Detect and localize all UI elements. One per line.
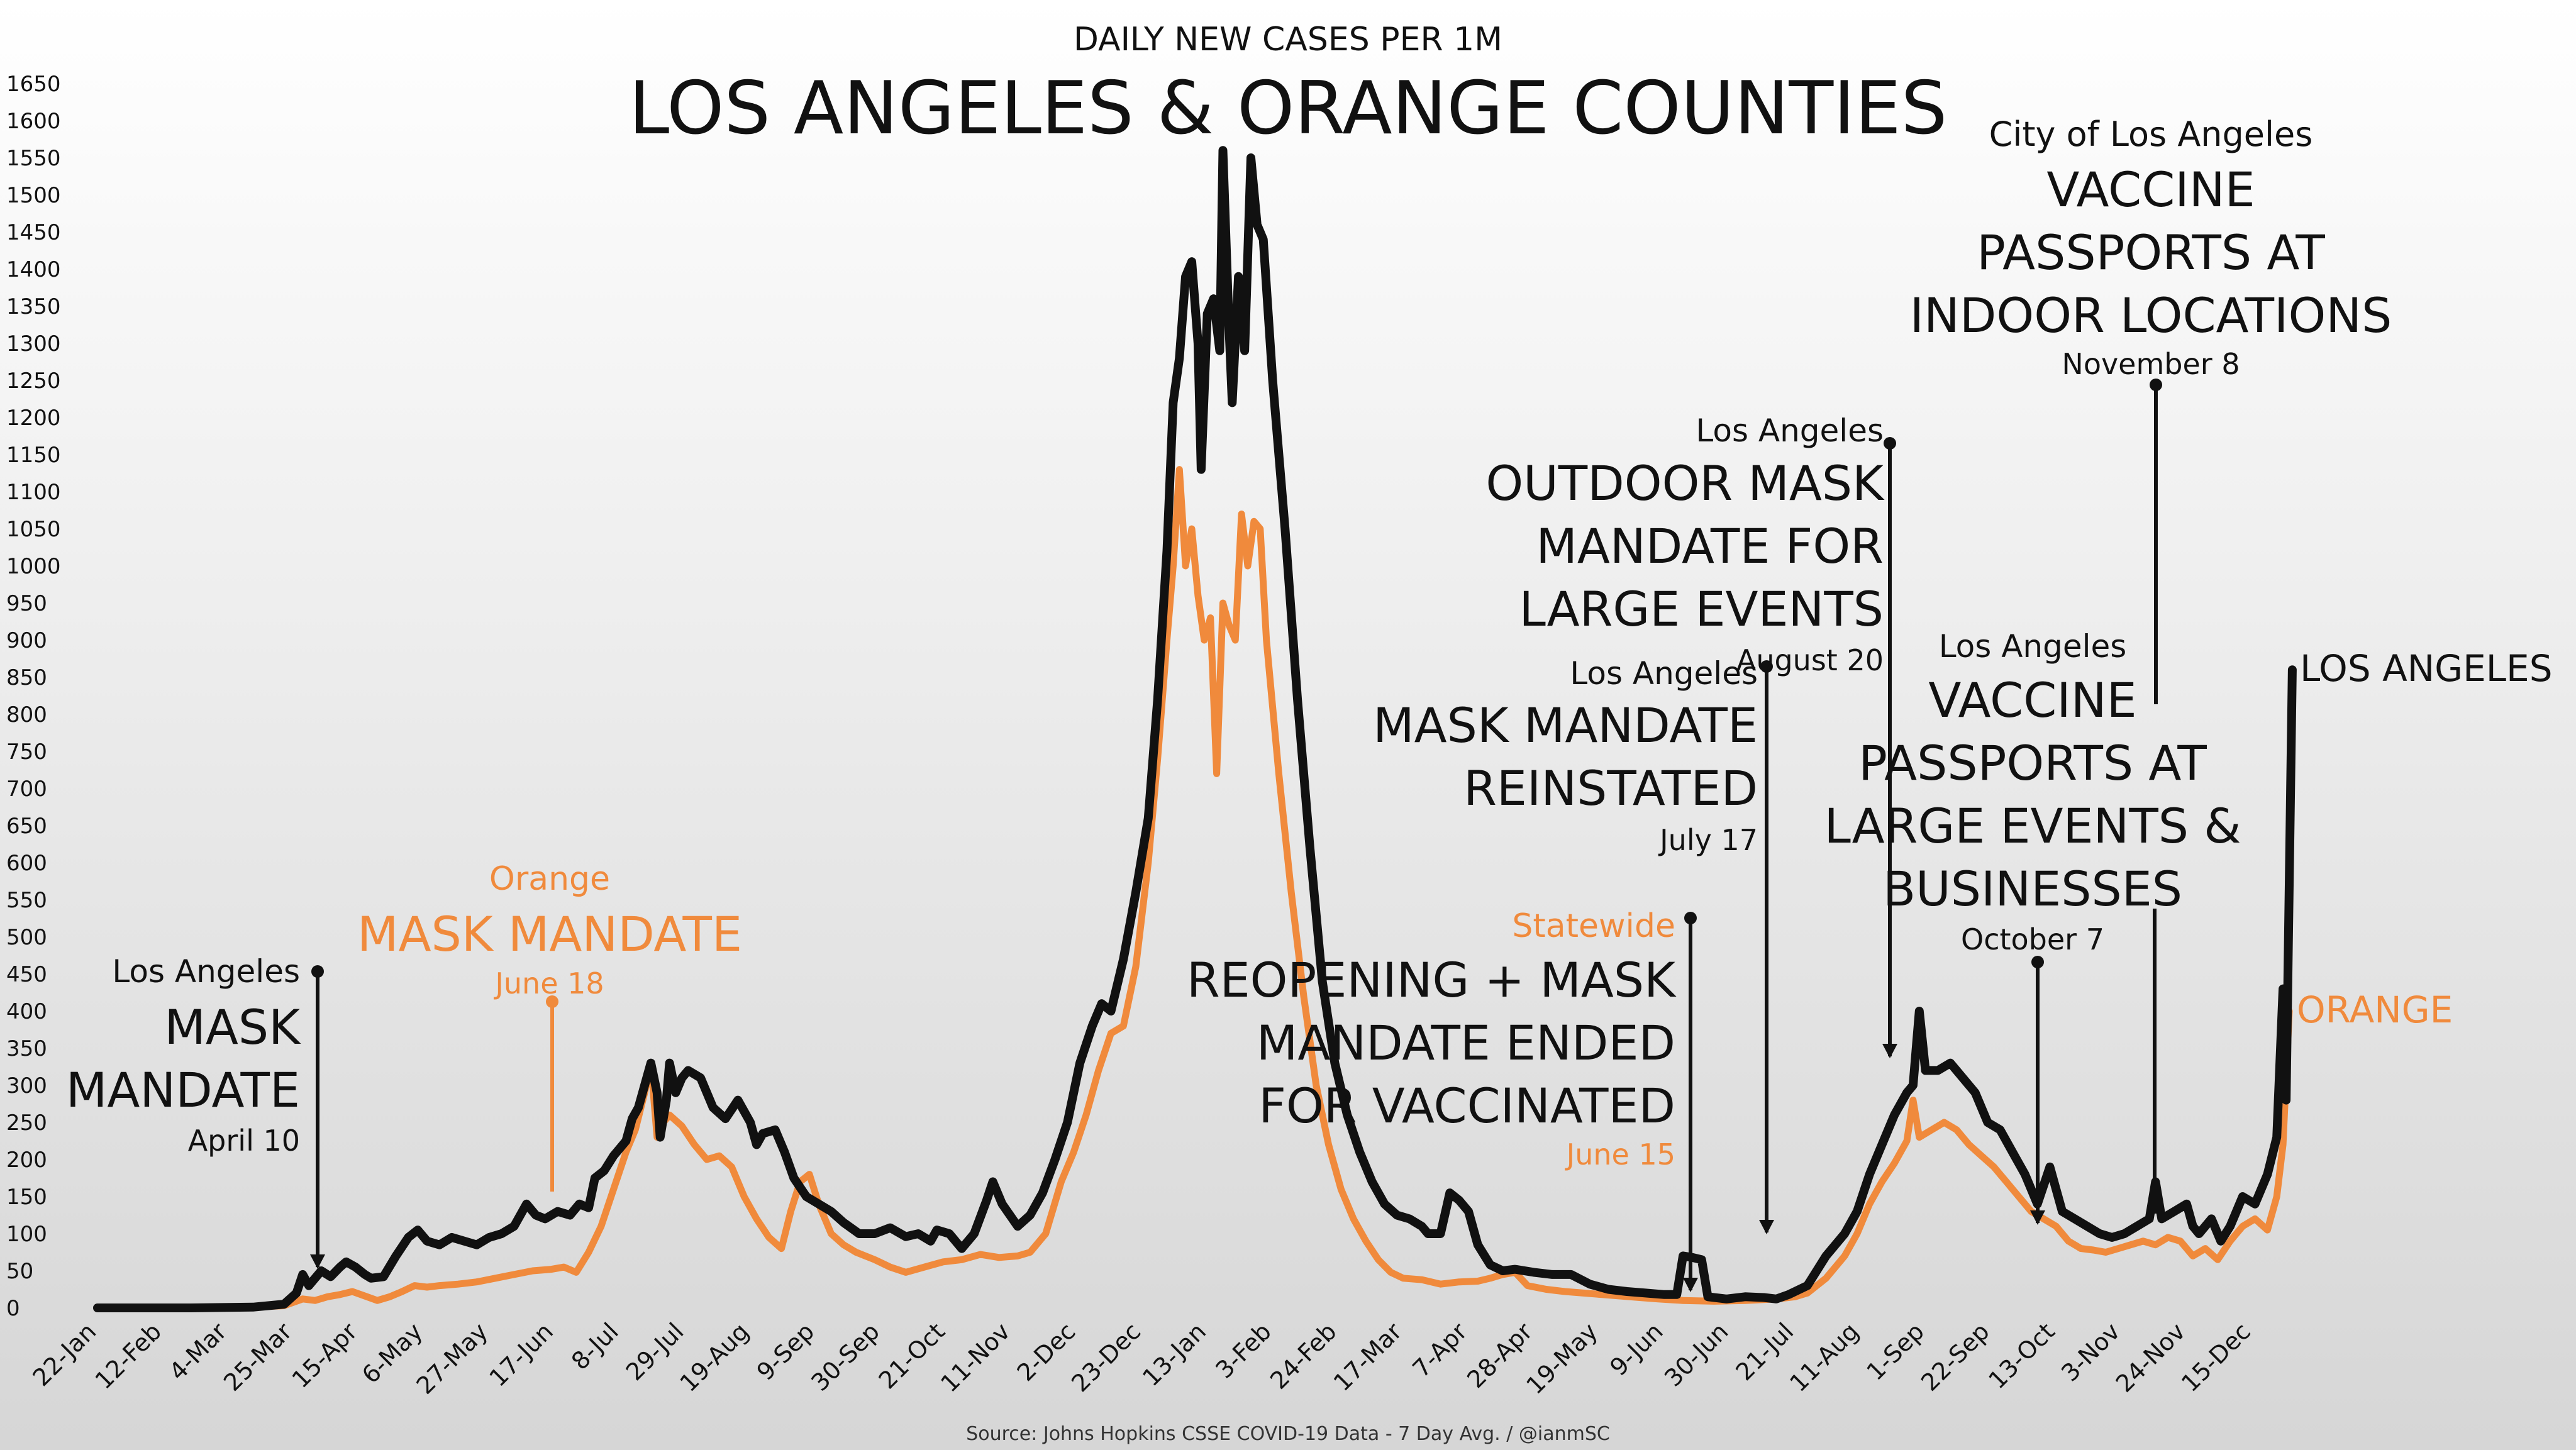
annotations: Los Angeles MASK MANDATE April 10 Orange… bbox=[66, 114, 2392, 1171]
passports-large-date: October 7 bbox=[1961, 922, 2104, 956]
passports-large-marker bbox=[2031, 956, 2044, 968]
la-mask-line2: MANDATE bbox=[66, 1062, 300, 1118]
y-tick-label: 1200 bbox=[6, 406, 61, 431]
passports-large-line1: VACCINE bbox=[1928, 672, 2136, 728]
passports-indoor-region: City of Los Angeles bbox=[1989, 114, 2313, 154]
y-tick-label: 0 bbox=[6, 1296, 20, 1321]
y-tick-label: 650 bbox=[6, 814, 47, 839]
y-tick-label: 1500 bbox=[6, 183, 61, 208]
reinstated-line1: MASK MANDATE bbox=[1373, 697, 1758, 753]
y-tick-label: 1450 bbox=[6, 220, 61, 245]
y-tick-label: 500 bbox=[6, 925, 47, 950]
series-line-los-angeles bbox=[93, 146, 2297, 1312]
y-tick-label: 600 bbox=[6, 851, 47, 876]
y-tick-label: 550 bbox=[6, 888, 47, 913]
outdoor-arrowhead bbox=[1882, 1044, 1897, 1058]
y-tick-label: 1050 bbox=[6, 517, 61, 542]
y-tick-label: 50 bbox=[6, 1259, 33, 1284]
statewide-marker bbox=[1684, 912, 1697, 924]
statewide-date: June 15 bbox=[1565, 1137, 1675, 1171]
orange-mask-marker bbox=[546, 995, 558, 1008]
y-tick-label: 400 bbox=[6, 999, 47, 1024]
y-tick-label: 850 bbox=[6, 665, 47, 690]
passports-large-region: Los Angeles bbox=[1939, 628, 2127, 665]
passports-large-line3: LARGE EVENTS & bbox=[1824, 798, 2241, 854]
y-tick-label: 1150 bbox=[6, 443, 61, 468]
y-tick-label: 1250 bbox=[6, 368, 61, 394]
outdoor-line1: OUTDOOR MASK bbox=[1485, 455, 1885, 511]
passports-indoor-line3: INDOOR LOCATIONS bbox=[1910, 287, 2392, 343]
passports-large-arrowhead bbox=[2030, 1210, 2045, 1225]
reinstated-date: July 17 bbox=[1658, 823, 1758, 857]
y-tick-label: 700 bbox=[6, 777, 47, 802]
y-tick-label: 200 bbox=[6, 1148, 47, 1173]
passports-indoor-marker bbox=[2150, 379, 2162, 391]
statewide-line1: REOPENING + MASK bbox=[1187, 952, 1677, 1008]
reinstated-region: Los Angeles bbox=[1570, 655, 1758, 692]
passports-indoor-line2: PASSPORTS AT bbox=[1977, 224, 2325, 280]
y-tick-label: 150 bbox=[6, 1185, 47, 1210]
y-tick-label: 1550 bbox=[6, 146, 61, 171]
la-mask-region: Los Angeles bbox=[112, 953, 300, 990]
y-tick-label: 1350 bbox=[6, 294, 61, 319]
statewide-line3: FOR VACCINATED bbox=[1258, 1078, 1675, 1134]
orange-mask-region: Orange bbox=[489, 860, 610, 898]
statewide-line2: MANDATE ENDED bbox=[1257, 1015, 1675, 1071]
y-tick-label: 300 bbox=[6, 1073, 47, 1099]
series-end-label: LOS ANGELES bbox=[2300, 647, 2553, 690]
reinstated-arrowhead bbox=[1759, 1220, 1774, 1234]
y-tick-label: 900 bbox=[6, 628, 47, 653]
passports-indoor-line1: VACCINE bbox=[2046, 162, 2255, 218]
y-tick-label: 250 bbox=[6, 1110, 47, 1136]
outdoor-date: August 20 bbox=[1736, 643, 1884, 677]
series-labels: LOS ANGELES ORANGE bbox=[2297, 647, 2553, 1031]
y-tick-label: 950 bbox=[6, 591, 47, 616]
y-tick-label: 1000 bbox=[6, 554, 61, 579]
y-tick-label: 1400 bbox=[6, 257, 61, 282]
y-tick-label: 1650 bbox=[6, 72, 61, 97]
la-mask-arrowhead bbox=[310, 1254, 325, 1269]
y-tick-label: 450 bbox=[6, 962, 47, 987]
y-tick-label: 350 bbox=[6, 1036, 47, 1061]
outdoor-line3: LARGE EVENTS bbox=[1519, 581, 1884, 637]
outdoor-marker bbox=[1884, 437, 1896, 450]
series-layer bbox=[93, 146, 2297, 1312]
y-tick-label: 800 bbox=[6, 702, 47, 728]
y-tick-label: 1300 bbox=[6, 331, 61, 357]
passports-large-line4: BUSINESSES bbox=[1883, 861, 2182, 917]
statewide-arrowhead bbox=[1683, 1278, 1698, 1292]
chart-title: LOS ANGELES & ORANGE COUNTIES bbox=[629, 66, 1948, 151]
annotation-markers bbox=[310, 379, 2162, 1292]
series-end-label: ORANGE bbox=[2297, 988, 2453, 1031]
orange-mask-line1: MASK MANDATE bbox=[357, 906, 742, 962]
y-tick-label: 100 bbox=[6, 1222, 47, 1247]
source-note: Source: Johns Hopkins CSSE COVID-19 Data… bbox=[966, 1423, 1610, 1445]
passports-indoor-date: November 8 bbox=[2062, 347, 2240, 381]
y-tick-label: 1600 bbox=[6, 109, 61, 134]
outdoor-line2: MANDATE FOR bbox=[1536, 518, 1884, 574]
reinstated-marker bbox=[1760, 660, 1773, 673]
y-tick-label: 750 bbox=[6, 739, 47, 765]
chart-subtitle: DAILY NEW CASES PER 1M bbox=[1074, 21, 1502, 58]
y-axis: 0 50 100 150 200 250 300 350 400 450 500 550 600 650 7… bbox=[6, 72, 61, 1321]
orange-mask-date: June 18 bbox=[493, 966, 604, 1000]
la-mask-marker bbox=[311, 965, 324, 978]
passports-large-line2: PASSPORTS AT bbox=[1858, 735, 2207, 791]
outdoor-region: Los Angeles bbox=[1696, 412, 1884, 449]
reinstated-line2: REINSTATED bbox=[1463, 760, 1758, 816]
la-mask-date: April 10 bbox=[188, 1124, 300, 1158]
y-tick-label: 1100 bbox=[6, 480, 61, 505]
series-line-orange bbox=[94, 466, 2293, 1312]
la-mask-line1: MASK bbox=[164, 999, 301, 1055]
statewide-region: Statewide bbox=[1512, 907, 1675, 945]
